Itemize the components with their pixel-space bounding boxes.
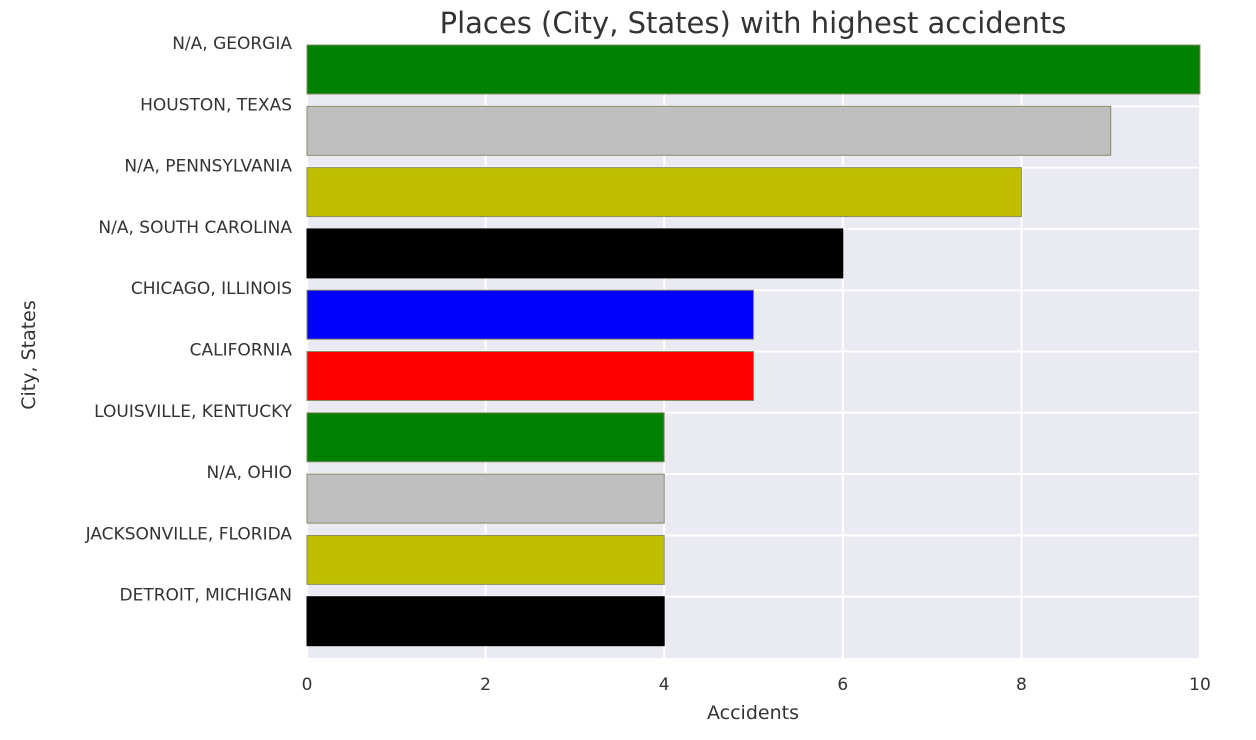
bar [306, 228, 844, 279]
y-tick-label: CALIFORNIA [190, 341, 293, 361]
y-tick-label: N/A, PENNSYLVANIA [124, 157, 292, 177]
y-tick-label: CHICAGO, ILLINOIS [131, 279, 292, 299]
bar [306, 105, 1112, 156]
bar [306, 534, 665, 585]
y-tick-label: N/A, GEORGIA [172, 34, 292, 54]
y-tick-label: JACKSONVILLE, FLORIDA [85, 524, 293, 544]
y-tick-label: HOUSTON, TEXAS [140, 95, 292, 115]
x-tick-label: 8 [1016, 675, 1027, 695]
y-axis-label: City, States [18, 300, 40, 410]
y-tick-labels: N/A, GEORGIA HOUSTON, TEXAS N/A, PENNSYLVA… [85, 34, 293, 606]
bar [306, 596, 665, 647]
x-axis-label: Accidents [707, 702, 799, 724]
x-tick-label: 6 [837, 675, 848, 695]
x-tick-label: 4 [659, 675, 670, 695]
bar [306, 44, 1201, 95]
chart-title: Places (City, States) with highest accid… [440, 6, 1067, 40]
bar [306, 351, 754, 401]
bars [306, 44, 1201, 647]
y-tick-label: LOUISVILLE, KENTUCKY [94, 402, 292, 422]
y-tick-label: N/A, OHIO [207, 463, 292, 483]
x-tick-label: 2 [480, 675, 491, 695]
x-tick-label: 0 [302, 675, 313, 695]
bar [306, 167, 1022, 218]
bar [306, 289, 754, 340]
bar [306, 412, 665, 463]
bar [306, 473, 665, 524]
y-tick-label: DETROIT, MICHIGAN [120, 586, 292, 606]
x-tick-labels: 0 2 4 6 8 10 [302, 675, 1211, 695]
y-tick-label: N/A, SOUTH CAROLINA [98, 218, 292, 238]
x-tick-label: 10 [1189, 675, 1211, 695]
